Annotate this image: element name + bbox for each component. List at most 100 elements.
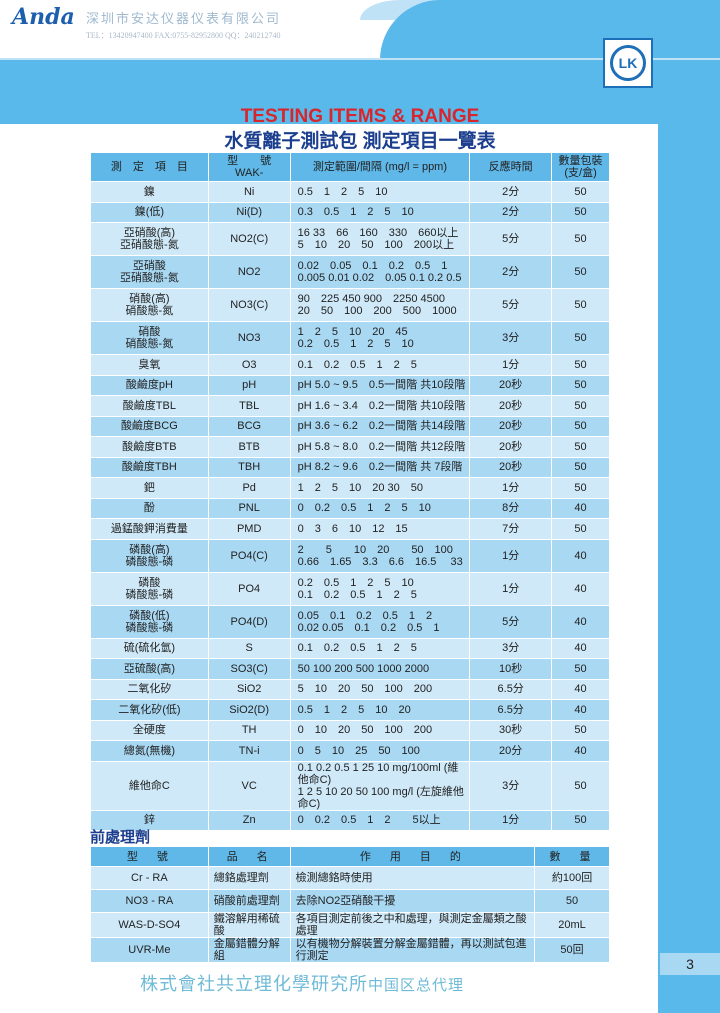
table-cell: 0.02 0.05 0.1 0.2 0.5 1 0.005 0.01 0.02 … [289, 255, 471, 289]
testing-items-table: 測 定 項 目型 號 WAK- 測定範圍/間隔 (mg/l = ppm) 反應時間數… [90, 152, 610, 831]
table-cell: TH [207, 719, 291, 741]
table-cell: 0 0.2 0.5 1 2 5 10 [289, 497, 471, 519]
table-cell: 硝酸(高) 硝酸態-氮 [90, 288, 209, 322]
page-number: 3 [660, 953, 720, 975]
table-cell: 硝酸 硝酸態-氮 [90, 321, 209, 355]
table-cell: 0.1 0.2 0.5 1 2 5 [289, 637, 471, 659]
table-cell: VC [207, 760, 291, 811]
column-header: 品 名 [207, 846, 291, 867]
table-cell: 0.1 0.2 0.5 1 25 10 mg/100ml (維他命C) 1 2 … [289, 760, 471, 811]
table-cell: 20秒 [469, 395, 553, 417]
table-cell: 酸鹼度BCG [90, 415, 209, 437]
company-contact: TEL：13420947400 FAX:0755-82952800 QQ：240… [86, 31, 281, 40]
table-cell: BCG [207, 415, 291, 437]
footer-distributor: 株式會社共立理化學研究所中国区总代理 [140, 974, 465, 995]
table-cell: pH 3.6 ~ 6.2 0.2一間階 共14段階 [289, 415, 471, 437]
table-row: 硫(硫化氫) S 0.1 0.2 0.5 1 2 5 3分 40 [90, 637, 610, 659]
table-cell: 酸鹼度pH [90, 374, 209, 396]
table-row: 硝酸 硝酸態-氮 NO3 1 2 5 10 20 45 0.2 0.5 1 2 5 … [90, 321, 610, 355]
table-cell: 6.5分 [469, 699, 553, 721]
table-cell: SiO2 [207, 678, 291, 700]
table-cell: 50 [551, 477, 610, 499]
table-cell: 5分 [469, 604, 553, 639]
table-cell: 磷酸(低) 磷酸態-磷 [90, 604, 209, 639]
table-cell: 5分 [469, 288, 553, 322]
table-cell: 16 33 66 160 330 660以上 5 10 20 50 100 20… [289, 222, 471, 256]
title-chinese: 水質離子測試包 測定項目一覽表 [224, 131, 496, 152]
table-cell: 50 [551, 415, 610, 437]
table-cell: Zn [207, 809, 291, 831]
table-cell: 50 [551, 395, 610, 417]
header-band [0, 60, 720, 124]
table-cell: 去除NO2亞硝酸干擾 [289, 889, 536, 913]
column-header: 測 定 項 目 [90, 152, 209, 182]
table-row: NO3 - RA 硝酸前處理劑 去除NO2亞硝酸干擾 50 [90, 889, 610, 913]
table-cell: 1 2 5 10 20 45 0.2 0.5 1 2 5 10 [289, 321, 471, 355]
table-cell: pH 5.0 ~ 9.5 0.5一間階 共10段階 [289, 374, 471, 396]
table-cell: 總鉻處理劑 [207, 866, 291, 890]
table-cell: 以有機物分解裝置分解金屬錯體，再以測試包進行測定 [289, 937, 536, 963]
table-cell: 50 [551, 658, 610, 680]
table-cell: S [207, 637, 291, 659]
table-cell: 過錳酸鉀消費量 [90, 518, 209, 540]
table-cell: 臭氧 [90, 354, 209, 376]
table-cell: 亞硝酸(高) 亞硝酸態-氮 [90, 222, 209, 256]
table-row: 酸鹼度TBH TBH pH 8.2 ~ 9.6 0.2一間階 共 7段階 20秒 50 [90, 456, 610, 478]
table-row: WAS-D-SO4 鐵溶解用稀硫酸 各項目測定前後之中和處理，與測定金屬類之酸處理 2… [90, 912, 610, 938]
table-cell: 50 [551, 222, 610, 256]
column-header: 型 號 WAK- [207, 152, 291, 182]
column-header: 數量包裝 (支/盒) [551, 152, 610, 182]
table-cell: 1分 [469, 571, 553, 606]
table-cell: TN-i [207, 740, 291, 762]
table-cell: 2 5 10 20 50 100 0.66 1.65 3.3 6.6 16.5 … [289, 538, 471, 573]
header-swoosh [380, 0, 720, 64]
table-row: 鎳(低) Ni(D) 0.3 0.5 1 2 5 10 2分 50 [90, 201, 610, 223]
table-row: 總氮(無機) TN-i 0 5 10 25 50 100 20分 40 [90, 740, 610, 762]
table-cell: 0.5 1 2 5 10 [289, 181, 471, 203]
table-cell: 0 0.2 0.5 1 2 5以上 [289, 809, 471, 831]
pretreatment-title: 前處理劑 [90, 829, 151, 846]
table-cell: 50 [551, 288, 610, 322]
table-cell: 磷酸 磷酸態-磷 [90, 571, 209, 606]
table-cell: 0 10 20 50 100 200 [289, 719, 471, 741]
table-cell: 50回 [534, 937, 610, 963]
table-row: 酚 PNL 0 0.2 0.5 1 2 5 10 8分 40 [90, 497, 610, 519]
table-cell: 40 [551, 740, 610, 762]
table-cell: 40 [551, 699, 610, 721]
table-cell: 50 [551, 321, 610, 355]
column-header: 測定範圍/間隔 (mg/l = ppm) [289, 152, 471, 182]
table-cell: 40 [551, 637, 610, 659]
table-cell: 0.05 0.1 0.2 0.5 1 2 0.02 0.05 0.1 0.2 0… [289, 604, 471, 639]
table-row: 二氧化矽 SiO2 5 10 20 50 100 200 6.5分 40 [90, 678, 610, 700]
table-cell: 鎳 [90, 181, 209, 203]
table-cell: 20秒 [469, 436, 553, 458]
table-cell: pH 5.8 ~ 8.0 0.2一間階 共12段階 [289, 436, 471, 458]
table-row: Cr - RA 總鉻處理劑 檢測總鉻時使用 約100回 [90, 866, 610, 890]
table-cell: 硝酸前處理劑 [207, 889, 291, 913]
anda-logo: Anda [12, 4, 75, 30]
table-cell: BTB [207, 436, 291, 458]
table-cell: 酸鹼度TBL [90, 395, 209, 417]
pretreatment-table: 型 號品 名作 用 目 的數 量 Cr - RA 總鉻處理劑 檢測總鉻時使用 約100… [90, 846, 610, 963]
table-cell: 50 [551, 255, 610, 289]
table-row: 亞硝酸 亞硝酸態-氮 NO2 0.02 0.05 0.1 0.2 0.5 1 0.0… [90, 255, 610, 289]
table-header-row: 型 號品 名作 用 目 的數 量 [90, 846, 610, 867]
table-cell: 20秒 [469, 456, 553, 478]
table-cell: 5 10 20 50 100 200 [289, 678, 471, 700]
table-cell: O3 [207, 354, 291, 376]
table-row: 臭氧 O3 0.1 0.2 0.5 1 2 5 1分 50 [90, 354, 610, 376]
table-cell: TBL [207, 395, 291, 417]
table-cell: NO3 - RA [90, 889, 209, 913]
table-cell: pH [207, 374, 291, 396]
table-cell: 50 [551, 374, 610, 396]
table-cell: 40 [551, 497, 610, 519]
column-header: 作 用 目 的 [289, 846, 536, 867]
table-cell: 亞硫酸(高) [90, 658, 209, 680]
table-cell: 50 [534, 889, 610, 913]
table-cell: 0 3 6 10 12 15 [289, 518, 471, 540]
table-cell: 金屬錯體分解組 [207, 937, 291, 963]
table-cell: Ni [207, 181, 291, 203]
table-cell: 1 2 5 10 20 30 50 [289, 477, 471, 499]
table-cell: Ni(D) [207, 201, 291, 223]
column-header: 數 量 [534, 846, 610, 867]
